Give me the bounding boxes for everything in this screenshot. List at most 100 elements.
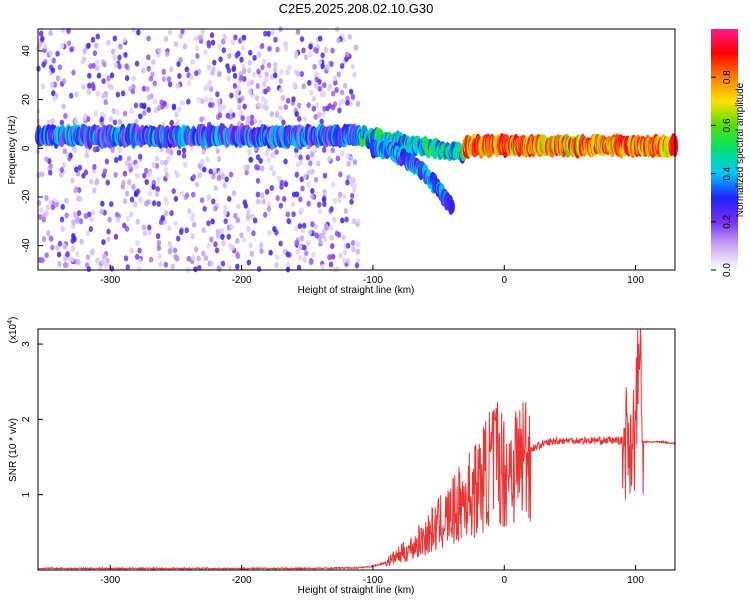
spectrogram-cell (317, 111, 322, 118)
spectrogram-cell (85, 254, 91, 261)
spectrogram-cell (200, 28, 206, 35)
spectrogram-cell (248, 156, 253, 163)
spectrogram-cell (196, 96, 201, 103)
spectrogram-cell (77, 164, 83, 171)
spectrogram-cell (101, 239, 106, 246)
spectrogram-cell (63, 255, 68, 262)
spectrogram-cell (173, 41, 179, 48)
spectrogram-cell (246, 81, 251, 88)
snr-y-multiplier-base: (x10 (8, 323, 19, 343)
spectrogram-y-axis-label: Frequency (Hz) (7, 116, 18, 185)
spectrogram-cell (246, 115, 251, 122)
spectrogram-cell (112, 119, 118, 126)
spectrogram-cell (263, 76, 268, 83)
spectrogram-cell (180, 28, 185, 35)
spectrogram-cell (64, 212, 69, 219)
spectrogram-cell (260, 96, 266, 103)
spectrogram-cell (247, 88, 253, 95)
spectrogram-cell (246, 208, 251, 215)
spectrogram-cell (317, 85, 323, 92)
spectrogram-cell (176, 235, 181, 242)
spectrogram-cell (36, 171, 41, 178)
spectrogram-cell (39, 207, 44, 214)
spectrogram-cell (283, 104, 289, 111)
colorbar-tick-label: 0.2 (722, 214, 733, 228)
spectrogram-cell (317, 59, 323, 66)
spectrogram-cell (312, 147, 318, 154)
spectrogram-cell (302, 116, 307, 123)
spectrogram-cell (172, 247, 178, 254)
spectrogram-cell (259, 247, 264, 254)
spectrogram-cell (309, 151, 315, 158)
spectrogram-cell (325, 105, 330, 112)
spectrogram-cell (256, 68, 261, 75)
spectrogram-cell (134, 162, 140, 169)
spectrogram-cell (448, 199, 455, 214)
spectrogram-cell (201, 148, 206, 155)
spectrogram-cell (337, 191, 343, 198)
spectrogram-cell (350, 93, 356, 100)
spectrogram-cell (109, 201, 114, 208)
spectrogram-cell (46, 230, 51, 237)
spectrogram-cell (118, 155, 123, 162)
spectrogram-cell (255, 177, 261, 184)
spectrogram-cell (209, 32, 215, 39)
spectrogram-cell (194, 45, 200, 52)
spectrogram-cell (276, 175, 282, 182)
spectrogram-cell (315, 160, 321, 167)
spectrogram-cell (136, 29, 141, 36)
spectrogram-cell (255, 83, 260, 90)
spectrogram-cell (317, 208, 323, 215)
spectrogram-cell (283, 45, 289, 52)
spectrogram-cell (118, 43, 123, 50)
spectrogram-cell (121, 179, 126, 186)
spectrogram-cell (264, 188, 270, 195)
spectrogram-cell (231, 190, 237, 197)
spectrogram-cell (165, 51, 170, 58)
spectrogram-cell (74, 166, 79, 173)
spectrogram-cell (306, 181, 311, 188)
spectrogram-cell (48, 199, 53, 206)
spectrogram-cell (122, 198, 128, 205)
spectrogram-cell (258, 119, 263, 126)
spectrogram-cell (212, 167, 217, 174)
y-tick-label: 2 (21, 416, 32, 422)
spectrogram-cell (314, 232, 320, 239)
spectrogram-cell (95, 65, 100, 72)
spectrogram-cell (275, 46, 280, 53)
snr-frame (37, 328, 676, 571)
snr-x-ticks: -300 -200 -100 0 100 (100, 565, 644, 586)
spectrogram-cell (182, 43, 188, 50)
spectrogram-cell (341, 257, 347, 264)
spectrogram-cell (240, 44, 246, 51)
spectrogram-cell (215, 228, 221, 235)
spectrogram-cell (176, 149, 182, 156)
spectrogram-cell (266, 156, 271, 163)
spectrogram-cell (294, 171, 300, 178)
spectrogram-cell (214, 247, 220, 254)
spectrogram-cell (278, 202, 284, 209)
spectrogram-cell (40, 35, 45, 42)
spectrogram-frame (37, 28, 676, 271)
spectrogram-cell (295, 70, 301, 77)
spectrogram-cell (113, 62, 119, 69)
spectrogram-cell (266, 62, 272, 69)
spectrogram-cell (68, 152, 73, 159)
spectrogram-cell (134, 60, 140, 67)
spectrogram-cell (61, 162, 67, 169)
spectrogram-cell (74, 218, 80, 225)
spectrogram-cell (245, 164, 250, 171)
spectrogram-cell (273, 72, 278, 79)
spectrogram-cell (122, 110, 128, 117)
spectrogram-cell (115, 91, 121, 98)
spectrogram-cell (233, 212, 238, 219)
spectrogram-cell (262, 103, 267, 110)
spectrogram-cell (50, 244, 55, 251)
spectrogram-cell (151, 200, 157, 207)
spectrogram-cell (285, 69, 290, 76)
spectrogram-cell (232, 72, 238, 79)
spectrogram-cell (145, 86, 150, 93)
spectrogram-cell (240, 115, 245, 122)
spectrogram-cell (239, 56, 244, 63)
